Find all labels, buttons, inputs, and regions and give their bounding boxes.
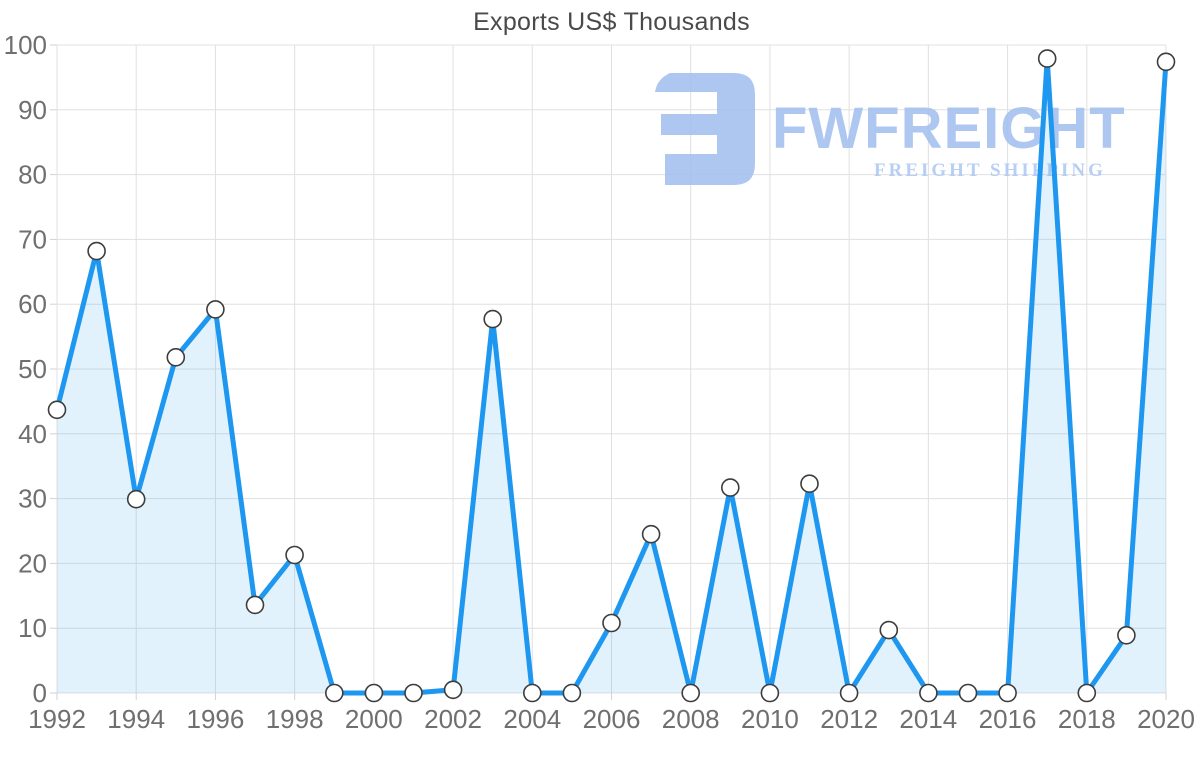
x-axis-label: 2018 [1058,704,1116,734]
x-axis-label: 2004 [503,704,561,734]
x-axis-label: 2016 [979,704,1037,734]
fwfreight-logo-icon [655,73,755,185]
x-axis-label: 1994 [107,704,165,734]
data-point-2016[interactable] [998,683,1017,703]
data-point-2012[interactable] [839,683,859,703]
data-point-2005[interactable] [562,683,582,703]
x-axis-label: 1992 [28,704,86,734]
y-axis-label: 0 [33,678,47,708]
data-point-2017[interactable] [1037,49,1057,68]
data-point-1999[interactable] [324,683,344,703]
y-axis-label: 90 [18,95,47,125]
data-point-2011[interactable] [800,474,819,494]
data-point-2009[interactable] [720,478,740,497]
data-point-1997[interactable] [245,595,265,615]
data-point-1996[interactable] [206,300,225,319]
data-point-2003[interactable] [483,309,503,329]
x-axis-label: 2008 [662,704,720,734]
x-axis-label: 2014 [899,704,957,734]
data-point-2015[interactable] [958,683,978,703]
watermark-tagline-text: FREIGHT SHIPPING [874,160,1106,181]
data-point-2004[interactable] [522,683,542,703]
data-point-1995[interactable] [166,347,186,367]
y-axis-label: 60 [18,289,47,319]
y-axis-label: 50 [18,354,47,384]
x-axis-label: 2020 [1137,704,1195,734]
series-layer [47,49,1176,703]
data-point-1993[interactable] [87,241,106,261]
data-point-2007[interactable] [641,524,661,544]
x-axis-label: 2000 [345,704,403,734]
x-axis-label: 2012 [820,704,878,734]
y-axis-label: 10 [18,613,47,643]
y-axis-label: 100 [4,30,47,60]
data-point-2019[interactable] [1117,625,1136,645]
chart-title: Exports US$ Thousands [473,8,750,36]
y-axis-label: 20 [18,548,47,578]
series-area-fill [57,58,1166,694]
x-axis-label: 2010 [741,704,799,734]
x-axis-label: 1996 [187,704,245,734]
data-point-2014[interactable] [919,683,938,703]
y-axis-label: 80 [18,160,47,190]
data-point-2000[interactable] [364,683,384,703]
data-point-1992[interactable] [47,400,67,420]
y-axis-label: 30 [18,484,47,514]
data-point-2008[interactable] [681,683,701,703]
x-axis-label: 2006 [583,704,641,734]
watermark-brand-text: FWFREIGHT [772,96,1126,161]
data-point-2002[interactable] [443,680,463,700]
x-axis-label: 1998 [266,704,324,734]
data-point-2010[interactable] [760,683,780,703]
axis-labels-layer: 0 10 20 30 40 50 60 70 80 90 100 1992 1994 1996 1998 20… [4,30,1195,734]
y-axis-label: 40 [18,419,47,449]
y-axis-label: 70 [18,224,47,254]
data-point-1998[interactable] [285,545,304,565]
data-point-2001[interactable] [404,683,423,703]
data-point-2018[interactable] [1077,683,1097,703]
data-point-1994[interactable] [126,489,146,509]
x-axis-label: 2002 [424,704,482,734]
data-point-2020[interactable] [1156,52,1176,72]
data-point-2013[interactable] [879,620,899,640]
watermark: FWFREIGHT FREIGHT SHIPPING [655,73,1126,185]
data-point-2006[interactable] [602,613,621,633]
